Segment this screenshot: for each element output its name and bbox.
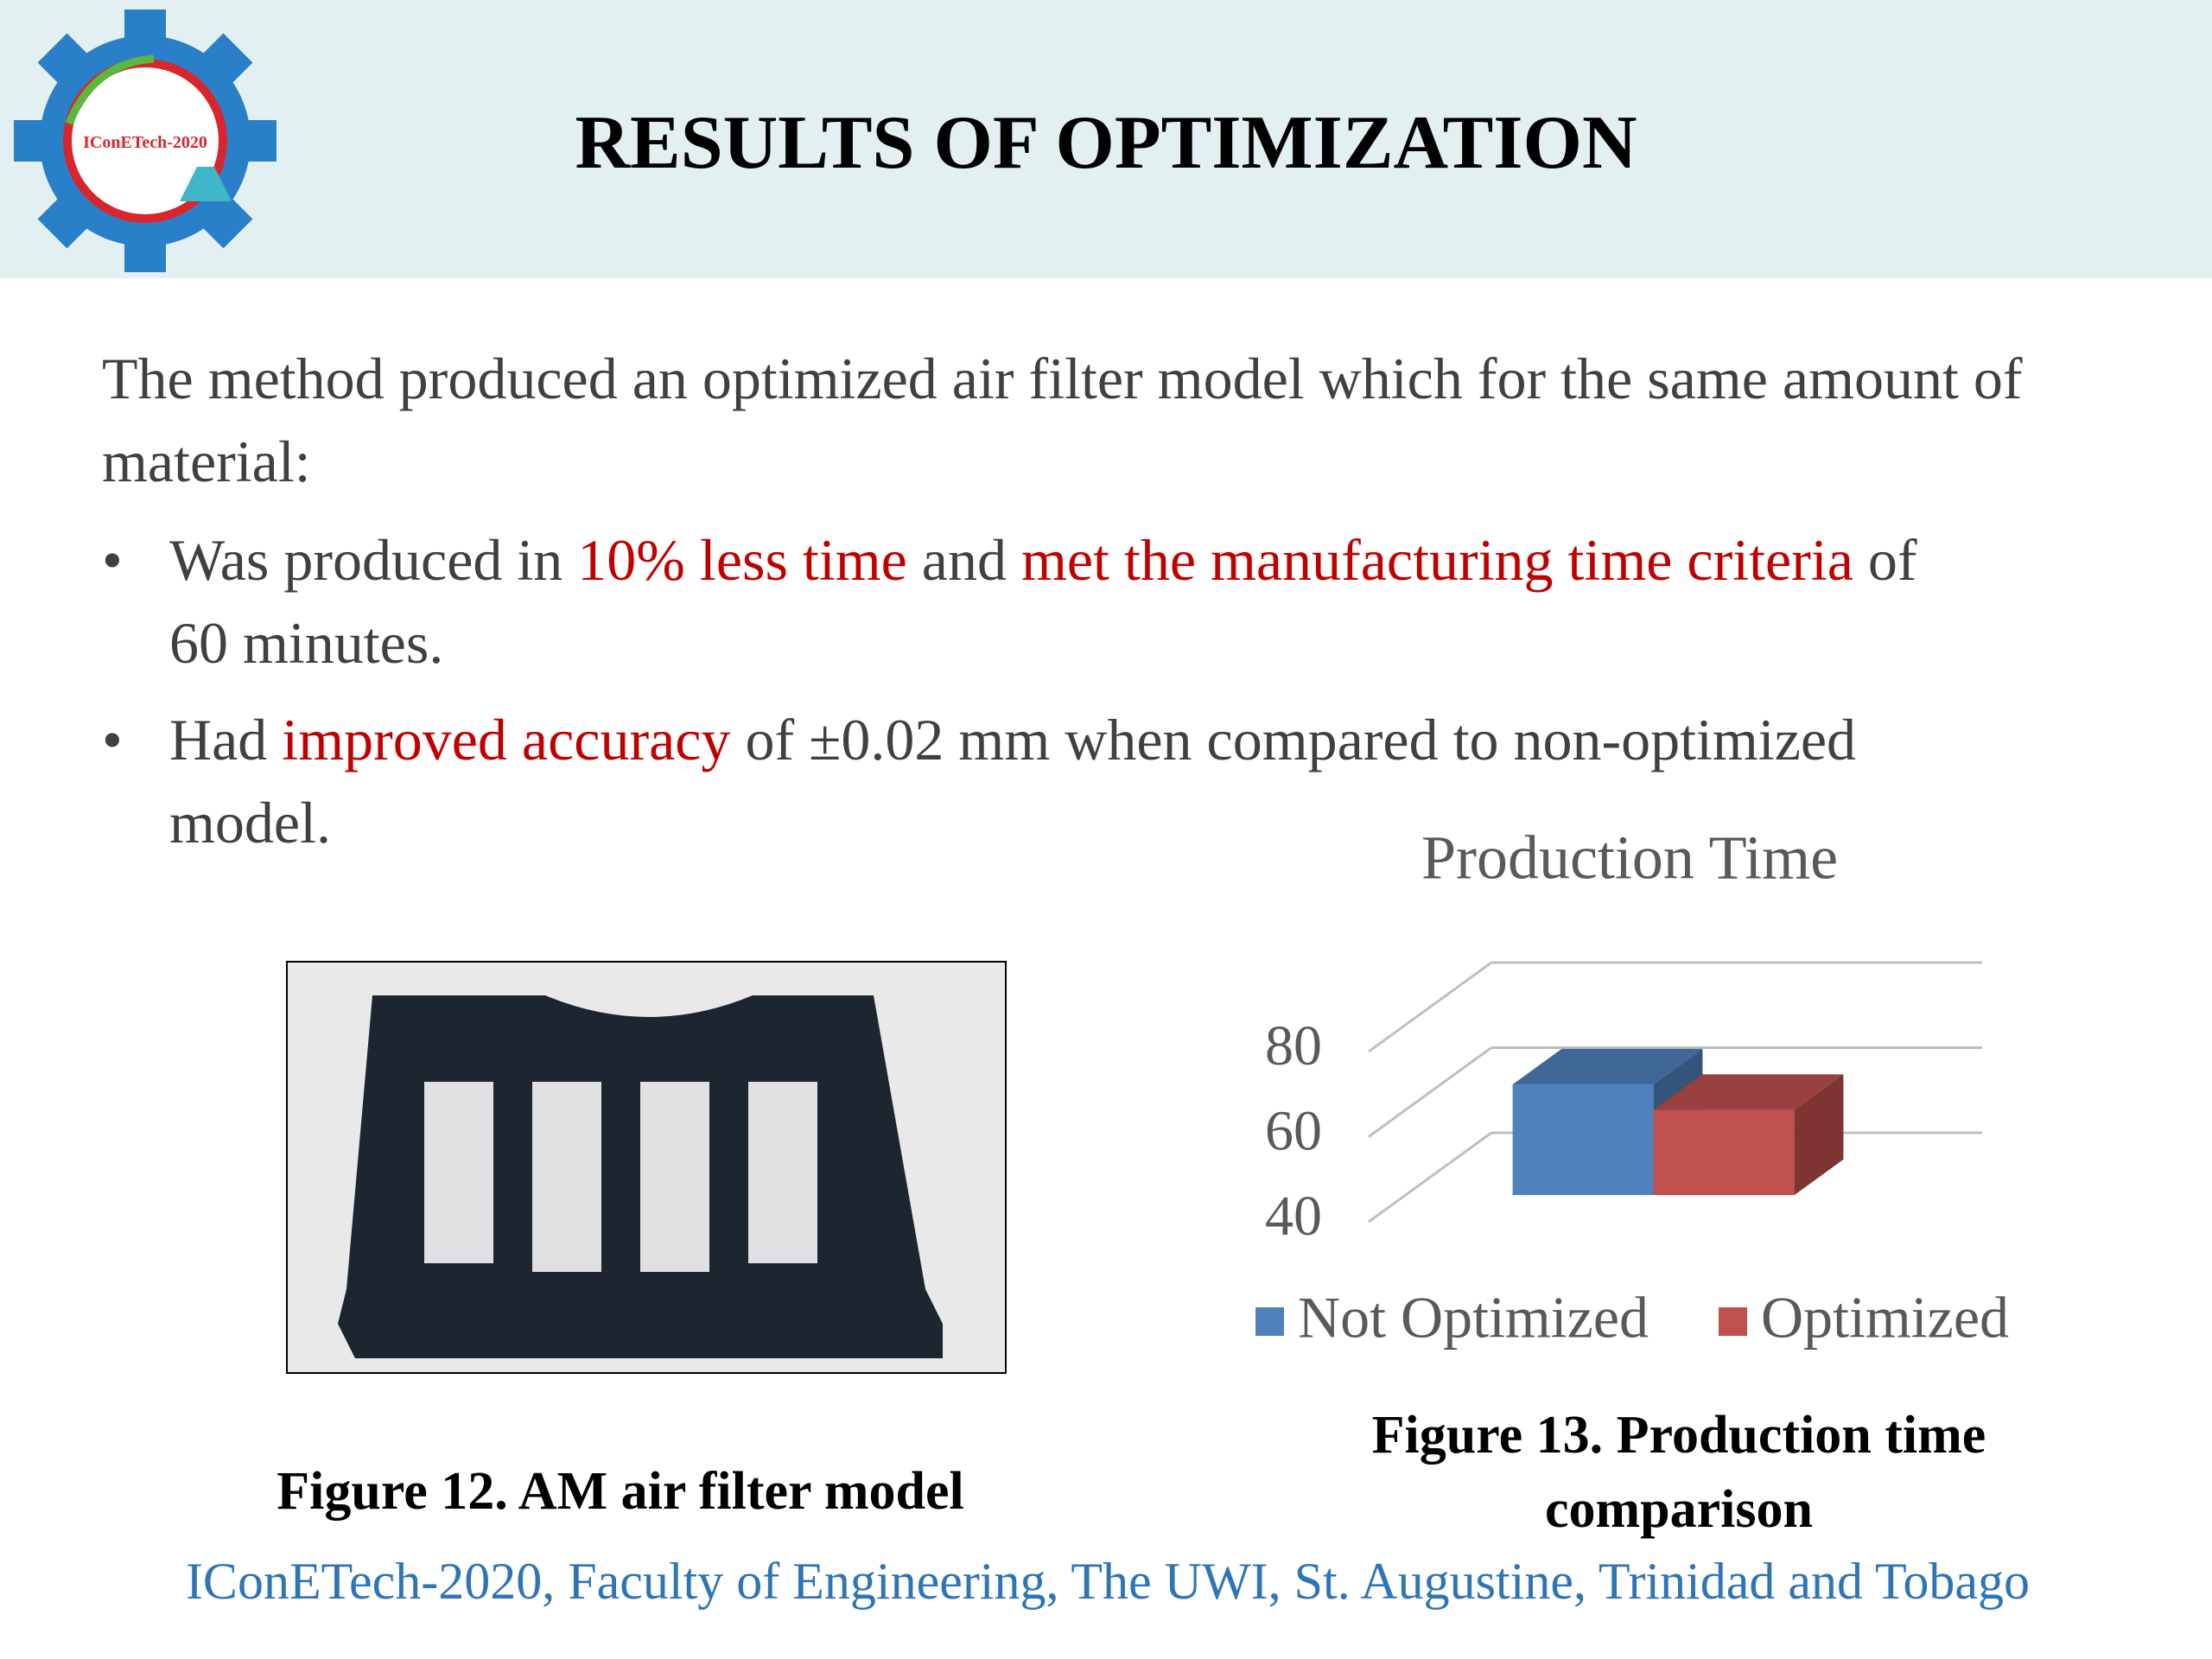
figure-caption: Figure 13. Production time [1371, 1406, 1986, 1465]
bar [1653, 1109, 1795, 1196]
header-band [0, 0, 2212, 278]
bar [1512, 1084, 1654, 1196]
bar-top [1653, 1074, 1844, 1110]
bullet-text: of 60 minutes. [169, 527, 1917, 676]
photo [286, 961, 1007, 1374]
bullet: Had improved accuracy of ±0.02 mm when c… [102, 698, 1960, 864]
highlight-text: met the manufacturing time criteria [1020, 527, 1853, 593]
y-tick-label: 60 [1265, 1100, 1322, 1163]
bullet-text: and [906, 527, 1021, 593]
bar-side [1794, 1074, 1844, 1196]
figure-caption: Figure 12. AM air filter model [276, 1462, 964, 1521]
legend-label: Optimized [1761, 1285, 2009, 1351]
bullet-text: Had [169, 707, 283, 772]
grid-line [1368, 1131, 1492, 1224]
y-tick-label: 80 [1265, 1014, 1322, 1077]
slide-title: RESULTS OF OPTIMIZATION [575, 101, 1637, 185]
chart-title: Production Time [1421, 823, 1838, 893]
highlight-text: improved accuracy [282, 707, 731, 772]
bullet-text: of ±0.02 mm when compared to non-optimiz… [169, 707, 1857, 855]
footer: IConETech-2020, Faculty of Engineering, … [185, 1553, 2031, 1610]
figure-caption: comparison [1545, 1480, 1813, 1539]
legend-label: Not Optimized [1298, 1285, 1649, 1351]
grid-line [1368, 961, 1492, 1053]
grid-line [1368, 1046, 1492, 1138]
bullet-text: Was produced in [169, 527, 578, 593]
logo: IConETech-2020 [14, 10, 276, 272]
y-tick-label: 40 [1265, 1185, 1322, 1248]
logo-text: IConETech-2020 [83, 133, 207, 152]
highlight-text: 10% less time [577, 527, 907, 593]
intro-text: The method produced an optimized air fil… [102, 346, 2023, 494]
bar-top [1512, 1048, 1703, 1085]
legend-swatch [1255, 1307, 1284, 1336]
legend-swatch [1719, 1307, 1747, 1336]
bullet: Was produced in 10% less time and met th… [102, 518, 1960, 684]
